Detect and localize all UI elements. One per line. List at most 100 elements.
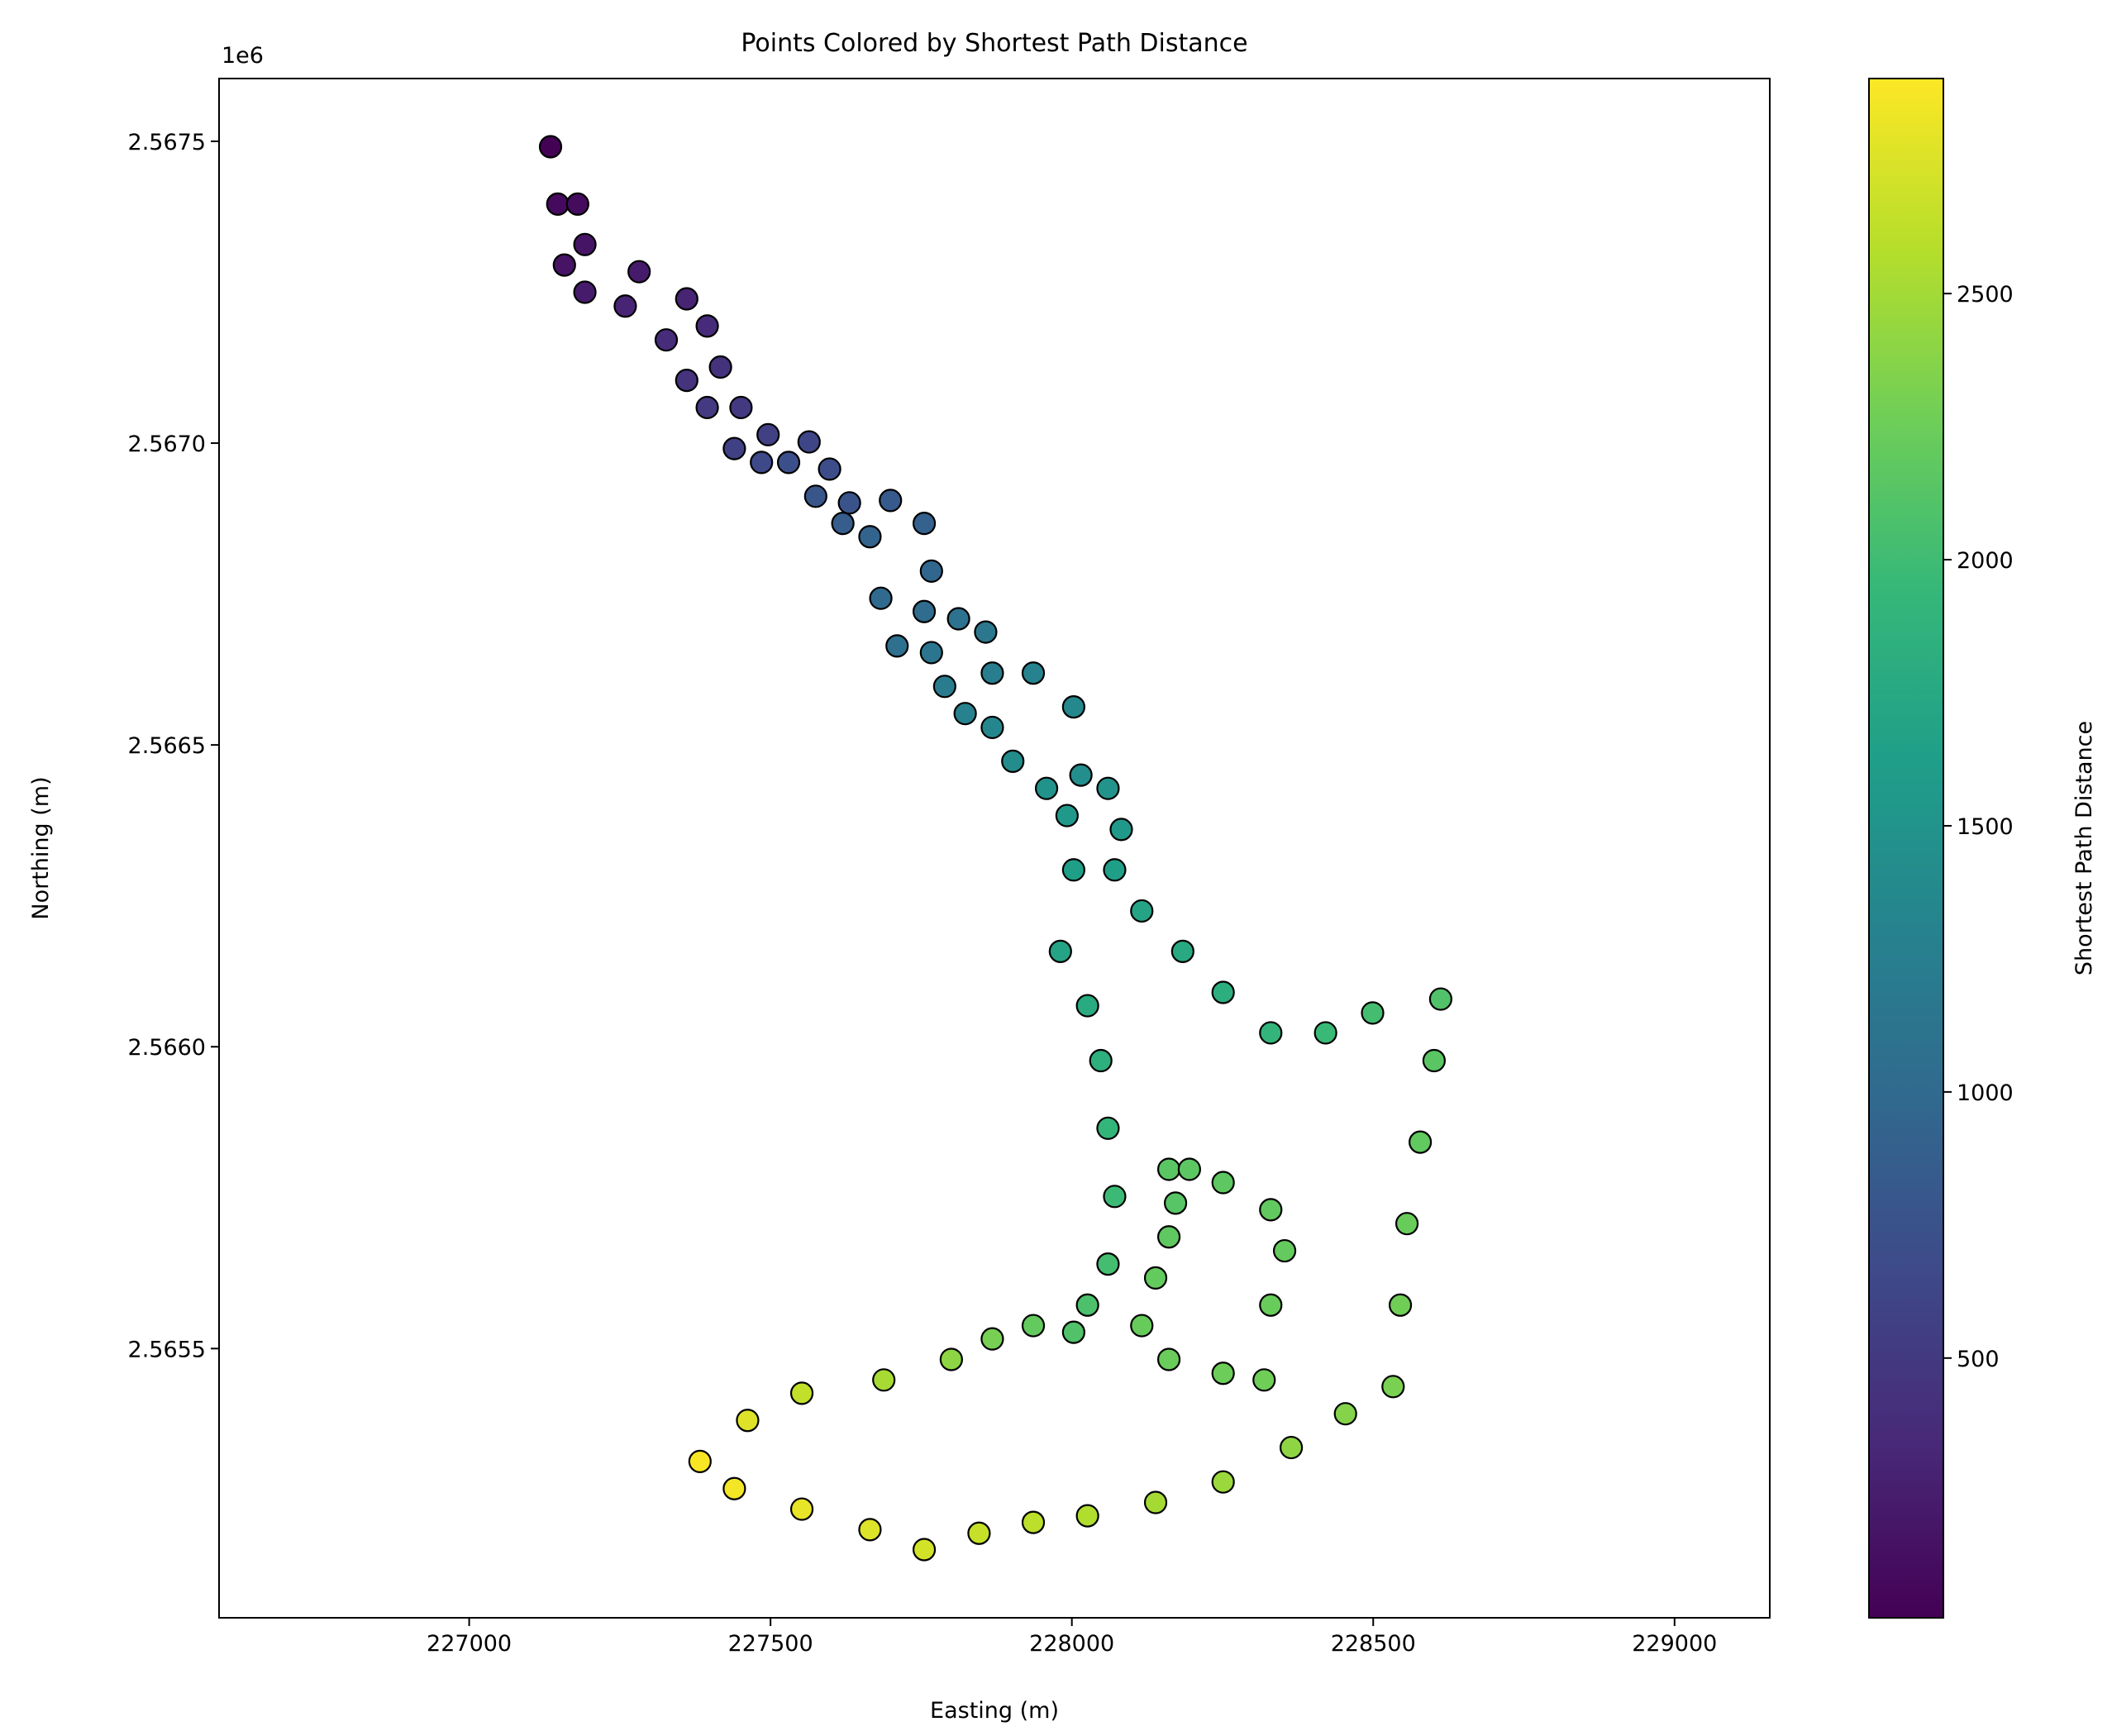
scatter-point [1055, 804, 1079, 827]
x-tick-label: 229000 [1632, 1631, 1717, 1657]
scatter-point [1333, 1402, 1357, 1426]
scatter-point [953, 702, 977, 726]
x-tick-label: 227000 [427, 1631, 512, 1657]
scatter-point [980, 715, 1004, 740]
scatter-point [1177, 1157, 1201, 1181]
x-tick-label: 228000 [1029, 1631, 1114, 1657]
scatter-point [675, 287, 698, 311]
scatter-point [1422, 1048, 1446, 1073]
scatter-point [1394, 1212, 1419, 1236]
x-tick-label: 228500 [1331, 1631, 1416, 1657]
scatter-point [1130, 899, 1154, 923]
scatter-point [818, 457, 841, 481]
scatter-point [837, 491, 861, 515]
scatter-point [708, 355, 732, 379]
scatter-point [613, 294, 637, 318]
scatter-point [675, 368, 698, 393]
scatter-point [1103, 858, 1127, 882]
scatter-point [1143, 1266, 1168, 1290]
scatter-point [1388, 1293, 1413, 1317]
scatter-point [1313, 1021, 1337, 1045]
scatter-point [797, 430, 821, 454]
y-tick-label: 2.5665 [128, 733, 206, 759]
scatter-point [1048, 939, 1072, 963]
scatter-point [1211, 1470, 1235, 1494]
scatter-point [974, 620, 998, 644]
colorbar-tick-label: 1000 [1957, 1080, 2014, 1106]
scatter-point [573, 232, 597, 256]
scatter-point [546, 192, 570, 216]
scatter-point [1021, 1510, 1046, 1534]
chart-title: Points Colored by Shortest Path Distance [741, 29, 1247, 58]
y-axis-label: Northing (m) [28, 776, 54, 919]
scatter-point [879, 489, 903, 513]
scatter-point [858, 525, 882, 549]
scatter-point [1109, 818, 1133, 842]
scatter-point [1061, 858, 1085, 882]
colorbar [1868, 78, 1944, 1619]
scatter-point [1259, 1021, 1283, 1045]
x-axis-label: Easting (m) [930, 1698, 1059, 1724]
scatter-point [1252, 1368, 1276, 1392]
colorbar-tick-label: 2500 [1957, 282, 2014, 308]
scatter-point [912, 1538, 937, 1562]
scatter-point [1096, 1252, 1120, 1276]
scatter-point [722, 436, 746, 460]
scatter-point [722, 1476, 746, 1500]
scatter-point [1075, 1293, 1099, 1317]
x-tick-label: 227500 [728, 1631, 813, 1657]
scatter-point [688, 1449, 712, 1473]
scatter-point [538, 135, 563, 159]
scatter-point [1096, 1116, 1120, 1140]
scatter-point [1156, 1347, 1181, 1371]
scatter-point [789, 1381, 814, 1405]
scatter-point [1259, 1293, 1283, 1317]
scatter-point [654, 328, 679, 352]
scatter-point [573, 280, 597, 304]
scatter-point [869, 586, 893, 610]
scatter-point [729, 395, 753, 420]
scatter-point [932, 675, 956, 699]
scatter-point [1103, 1185, 1127, 1209]
scatter-point [1409, 1130, 1433, 1154]
scatter-point [695, 395, 719, 420]
y-tick-label: 2.5675 [128, 130, 206, 155]
scatter-point [831, 512, 855, 536]
scatter-point [736, 1409, 760, 1433]
scatter-point [858, 1518, 882, 1542]
scatter-point [1428, 987, 1453, 1011]
scatter-point [1130, 1314, 1154, 1338]
scatter-point [1001, 749, 1025, 773]
scatter-point [1089, 1048, 1113, 1073]
scatter-point [912, 512, 937, 536]
scatter-point [1156, 1157, 1181, 1181]
colorbar-tick-label: 500 [1957, 1347, 2000, 1372]
scatter-point [627, 260, 651, 284]
scatter-point [1075, 994, 1099, 1018]
scatter-point [1381, 1375, 1405, 1399]
scatter-point [750, 451, 774, 475]
scatter-point [565, 192, 589, 216]
scatter-point [1143, 1490, 1168, 1514]
scatter-point [939, 1347, 963, 1371]
scatter-point [552, 253, 576, 277]
y-tick-label: 2.5660 [128, 1035, 206, 1061]
scatter-point [1069, 763, 1093, 787]
plot-frame [218, 78, 1771, 1619]
scatter-point [756, 422, 780, 446]
scatter-point [967, 1521, 991, 1545]
scatter-point [919, 641, 943, 665]
scatter-point [946, 607, 970, 631]
y-offset-label: 1e6 [222, 43, 264, 69]
scatter-point [1096, 776, 1120, 800]
colorbar-tick-label: 2000 [1957, 548, 2014, 574]
scatter-point [1061, 1320, 1085, 1344]
scatter-point [1163, 1191, 1188, 1215]
scatter-point [980, 661, 1004, 685]
colorbar-tick-label: 1500 [1957, 814, 2014, 840]
colorbar-label: Shortest Path Distance [2071, 721, 2097, 975]
y-tick-label: 2.5655 [128, 1337, 206, 1362]
scatter-point [1034, 776, 1059, 800]
scatter-point [1259, 1198, 1283, 1222]
scatter-point [1021, 1314, 1046, 1338]
